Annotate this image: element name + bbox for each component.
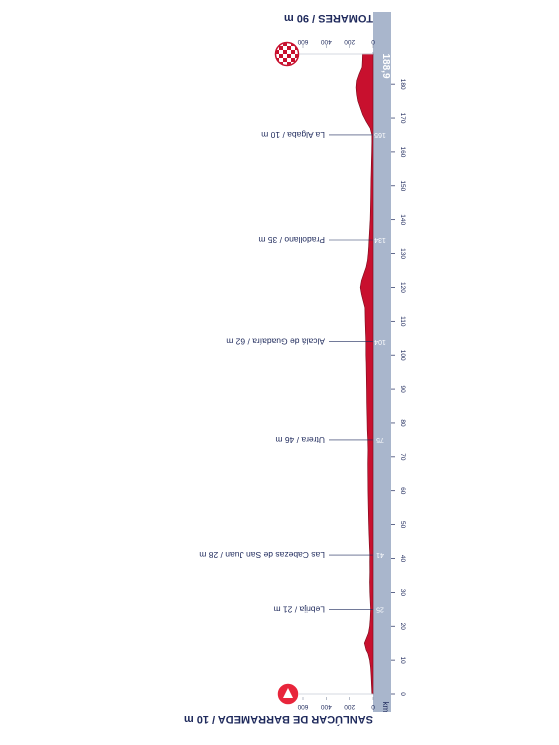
waypoint-label: Lebrija / 21 m — [274, 604, 326, 614]
distance-tick-label: 180 — [399, 79, 406, 90]
checker-square — [283, 43, 287, 46]
waypoint-label: Alcalá de Guadaíra / 62 m — [226, 337, 325, 347]
distance-tick-label: 100 — [399, 350, 406, 361]
altitude-ticks-start: 0 200 400 600 — [297, 697, 375, 710]
altitude-tick-label: 600 — [297, 703, 308, 710]
distance-tick-label: 120 — [399, 282, 406, 293]
waypoint-km-label: 165 — [374, 131, 386, 138]
waypoint-km-label: 75 — [376, 436, 384, 443]
waypoint-km-label: 134 — [374, 236, 386, 243]
start-marker — [276, 682, 300, 706]
distance-tick-label: 10 — [399, 657, 406, 665]
checker-square — [279, 46, 283, 50]
altitude-tick-label: 0 — [371, 38, 375, 45]
start-triangle-icon — [283, 688, 293, 698]
checker-square — [279, 54, 283, 58]
distance-tick-label: 150 — [399, 180, 406, 191]
altitude-tick-label: 200 — [344, 38, 355, 45]
distance-tick-label: 160 — [399, 146, 406, 157]
distance-tick-label: 60 — [399, 487, 406, 495]
start-location-label: SANLÚCAR DE BARRAMEDA / 10 m — [184, 713, 373, 726]
distance-axis-band — [373, 12, 391, 712]
distance-tick-label: 70 — [399, 453, 406, 461]
finish-marker — [274, 41, 300, 67]
checker-square — [283, 58, 287, 62]
checker-square — [283, 50, 287, 54]
altitude-tick-label: 600 — [297, 38, 308, 45]
altitude-tick-label: 0 — [371, 703, 375, 710]
waypoint-label: Las Cabezas de San Juan / 28 m — [199, 550, 325, 560]
distance-tick-label: 110 — [399, 316, 406, 327]
distance-unit-label: km — [381, 702, 390, 713]
checker-square — [287, 54, 291, 58]
distance-tick-label: 0 — [399, 692, 406, 696]
waypoint-km-label: 25 — [376, 605, 384, 612]
checker-square — [287, 46, 291, 50]
elevation-profile-area — [355, 53, 374, 695]
checker-square — [291, 58, 295, 62]
distance-tick-label: 130 — [399, 248, 406, 259]
distance-tick-label: 140 — [399, 214, 406, 225]
total-distance-label: 188,9 — [380, 53, 391, 78]
altitude-ticks-end: 0 200 400 600 — [297, 38, 375, 48]
altitude-tick-label: 200 — [344, 703, 355, 710]
distance-tick-label: 50 — [399, 521, 406, 529]
altitude-tick-label: 400 — [321, 38, 332, 45]
altitude-tick-label: 400 — [321, 703, 332, 710]
distance-tick-label: 40 — [399, 555, 406, 563]
distance-ticks: 0 10 20 30 40 50 60 70 80 90 100 110 120 130 140 150 160… — [391, 79, 406, 696]
waypoint-label: Utrera / 46 m — [275, 435, 325, 445]
checker-square — [276, 50, 279, 54]
end-location-label: TOMARES / 90 m — [284, 12, 373, 24]
checker-square — [287, 62, 291, 65]
waypoint-label: La Algaba / 10 m — [261, 130, 325, 140]
checker-square — [295, 54, 298, 58]
waypoint-km-label: 41 — [376, 551, 384, 558]
distance-tick-label: 80 — [399, 419, 406, 427]
waypoint-label: Pradollano / 35 m — [258, 235, 325, 245]
waypoints: 25 Lebrija / 21 m 41 Las Cabezas de San Jua… — [199, 130, 386, 614]
waypoint-km-label: 104 — [374, 338, 386, 345]
distance-tick-label: 20 — [399, 623, 406, 631]
distance-tick-label: 30 — [399, 589, 406, 597]
distance-tick-label: 170 — [399, 113, 406, 124]
distance-tick-label: 90 — [399, 385, 406, 393]
checker-square — [291, 50, 295, 54]
